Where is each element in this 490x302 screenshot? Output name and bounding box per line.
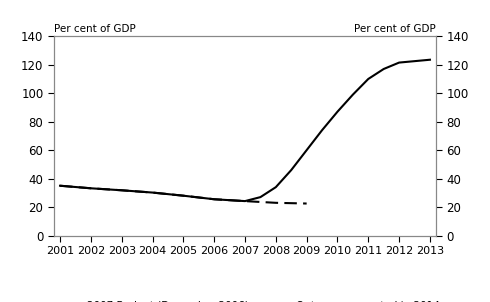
Outcomes reported in 2014 [396,61,402,64]
Outcomes reported in 2014 [88,186,94,190]
Line: 2007 Budget (December 2006): 2007 Budget (December 2006) [60,186,307,204]
Text: Per cent of GDP: Per cent of GDP [54,24,136,34]
2007 Budget (December 2006) [88,186,94,190]
Outcomes reported in 2014 [427,58,433,62]
2007 Budget (December 2006) [304,202,310,205]
Outcomes reported in 2014 [335,110,341,114]
Outcomes reported in 2014 [242,199,248,203]
Outcomes reported in 2014 [257,195,263,199]
2007 Budget (December 2006) [273,201,279,205]
2007 Budget (December 2006) [242,199,248,203]
Outcomes reported in 2014 [304,148,310,152]
Outcomes reported in 2014 [57,184,63,188]
Legend: 2007 Budget (December 2006), Outcomes reported in 2014: 2007 Budget (December 2006), Outcomes re… [47,297,443,302]
Outcomes reported in 2014 [381,67,387,71]
Outcomes reported in 2014 [273,185,279,189]
Outcomes reported in 2014 [211,198,217,201]
Outcomes reported in 2014 [350,93,356,96]
2007 Budget (December 2006) [211,198,217,201]
Outcomes reported in 2014 [412,59,417,63]
Outcomes reported in 2014 [119,188,124,192]
Outcomes reported in 2014 [288,168,294,172]
2007 Budget (December 2006) [149,191,155,194]
2007 Budget (December 2006) [119,188,124,192]
Line: Outcomes reported in 2014: Outcomes reported in 2014 [60,60,430,201]
2007 Budget (December 2006) [180,194,186,198]
Outcomes reported in 2014 [319,128,325,132]
Outcomes reported in 2014 [366,77,371,81]
Text: Per cent of GDP: Per cent of GDP [354,24,436,34]
Outcomes reported in 2014 [180,194,186,198]
2007 Budget (December 2006) [57,184,63,188]
Outcomes reported in 2014 [149,191,155,194]
